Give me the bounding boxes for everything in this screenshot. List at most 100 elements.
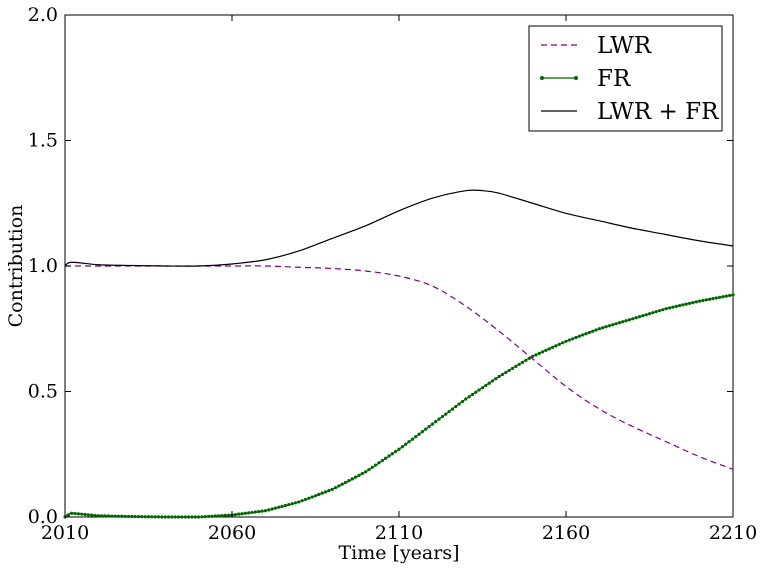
data-point-fr: [176, 515, 181, 519]
data-point-fr: [267, 508, 271, 512]
data-point-fr: [617, 321, 622, 325]
data-point-fr: [96, 514, 100, 518]
data-point-fr: [317, 492, 321, 497]
data-point-fr: [307, 496, 311, 500]
data-point-fr: [681, 303, 685, 307]
data-point-fr: [410, 437, 414, 441]
x-axis-label: Time [years]: [338, 542, 459, 564]
data-point-fr: [197, 515, 201, 519]
data-point-fr: [601, 326, 605, 330]
data-point-fr: [497, 374, 501, 379]
x-tick-label: 2160: [542, 522, 590, 544]
data-point-fr: [140, 515, 144, 519]
data-point-fr: [627, 318, 632, 322]
data-point-fr: [83, 512, 87, 517]
data-point-fr: [103, 514, 107, 518]
data-point-fr: [130, 514, 134, 519]
data-point-fr: [190, 515, 194, 519]
data-point-fr: [444, 412, 448, 416]
data-point-fr: [584, 332, 588, 336]
data-point-fr: [577, 334, 581, 338]
data-point-fr: [243, 511, 247, 515]
data-point-fr: [273, 506, 278, 510]
data-point-fr: [173, 515, 177, 519]
data-point-fr: [721, 295, 725, 299]
data-point-fr: [364, 470, 368, 474]
x-tick-label: 2210: [709, 522, 757, 544]
data-point-fr: [357, 473, 361, 477]
data-point-fr: [460, 399, 465, 404]
data-point-fr: [514, 364, 518, 368]
data-point-fr: [353, 475, 358, 479]
data-point-fr: [186, 515, 191, 519]
data-point-fr: [100, 514, 104, 518]
legend-label-lwr: LWR: [597, 33, 652, 59]
data-point-fr: [394, 449, 398, 454]
data-point-fr: [657, 309, 662, 313]
data-point-fr: [447, 409, 451, 414]
data-point-fr: [73, 511, 77, 516]
data-point-fr: [70, 511, 74, 515]
data-point-fr: [126, 514, 131, 519]
data-point-fr: [414, 435, 418, 439]
data-point-fr: [227, 513, 231, 517]
data-point-fr: [253, 510, 257, 514]
legend: LWR FR LWR + FR: [528, 25, 723, 132]
data-point-fr: [136, 514, 141, 519]
data-point-fr: [110, 514, 114, 518]
data-point-fr: [377, 461, 381, 465]
data-point-fr: [484, 383, 488, 388]
data-point-fr: [106, 514, 111, 518]
data-point-fr: [520, 360, 525, 364]
data-point-fr: [494, 377, 498, 381]
series-layer: [63, 189, 735, 519]
data-point-fr: [420, 430, 424, 434]
data-point-fr: [541, 350, 545, 354]
data-point-fr: [213, 514, 217, 518]
data-point-fr: [694, 300, 698, 304]
data-point-fr: [557, 342, 561, 346]
data-point-fr: [440, 415, 445, 419]
data-point-fr: [661, 308, 665, 312]
data-point-fr: [450, 407, 455, 411]
data-point-fr: [323, 490, 328, 494]
data-point-fr: [430, 422, 434, 426]
data-point-fr: [564, 339, 568, 343]
data-point-fr: [597, 327, 602, 331]
data-point-fr: [704, 298, 708, 302]
data-point-fr: [594, 328, 598, 332]
data-point-fr: [517, 362, 521, 366]
data-point-fr: [183, 515, 187, 519]
data-point-fr: [166, 515, 171, 519]
data-point-fr: [637, 315, 642, 319]
data-point-fr: [614, 322, 618, 326]
data-point-fr: [93, 513, 97, 518]
data-point-fr: [714, 296, 718, 300]
data-point-fr: [507, 368, 511, 373]
data-point-fr: [217, 514, 221, 518]
data-point-fr: [397, 447, 401, 451]
data-point-fr: [350, 477, 354, 481]
data-point-fr: [297, 500, 301, 504]
y-tick-label: 1.5: [28, 130, 58, 152]
data-point-fr: [607, 324, 612, 328]
data-point-fr: [380, 458, 384, 463]
data-point-fr: [574, 335, 578, 340]
data-point-fr: [156, 515, 161, 519]
data-point-fr: [343, 480, 348, 484]
data-point-fr: [333, 486, 338, 490]
data-point-fr: [283, 503, 288, 508]
data-point-fr: [647, 312, 652, 316]
data-point-fr: [698, 299, 702, 303]
data-point-fr: [260, 509, 264, 513]
y-axis-label: Contribution: [5, 205, 27, 328]
data-point-fr: [434, 420, 438, 424]
data-point-fr: [200, 515, 204, 519]
data-point-fr: [464, 397, 468, 401]
data-point-fr: [490, 379, 495, 383]
data-point-fr: [510, 366, 515, 371]
data-point-fr: [634, 316, 638, 320]
data-point-fr: [327, 489, 331, 493]
data-point-fr: [677, 304, 682, 308]
